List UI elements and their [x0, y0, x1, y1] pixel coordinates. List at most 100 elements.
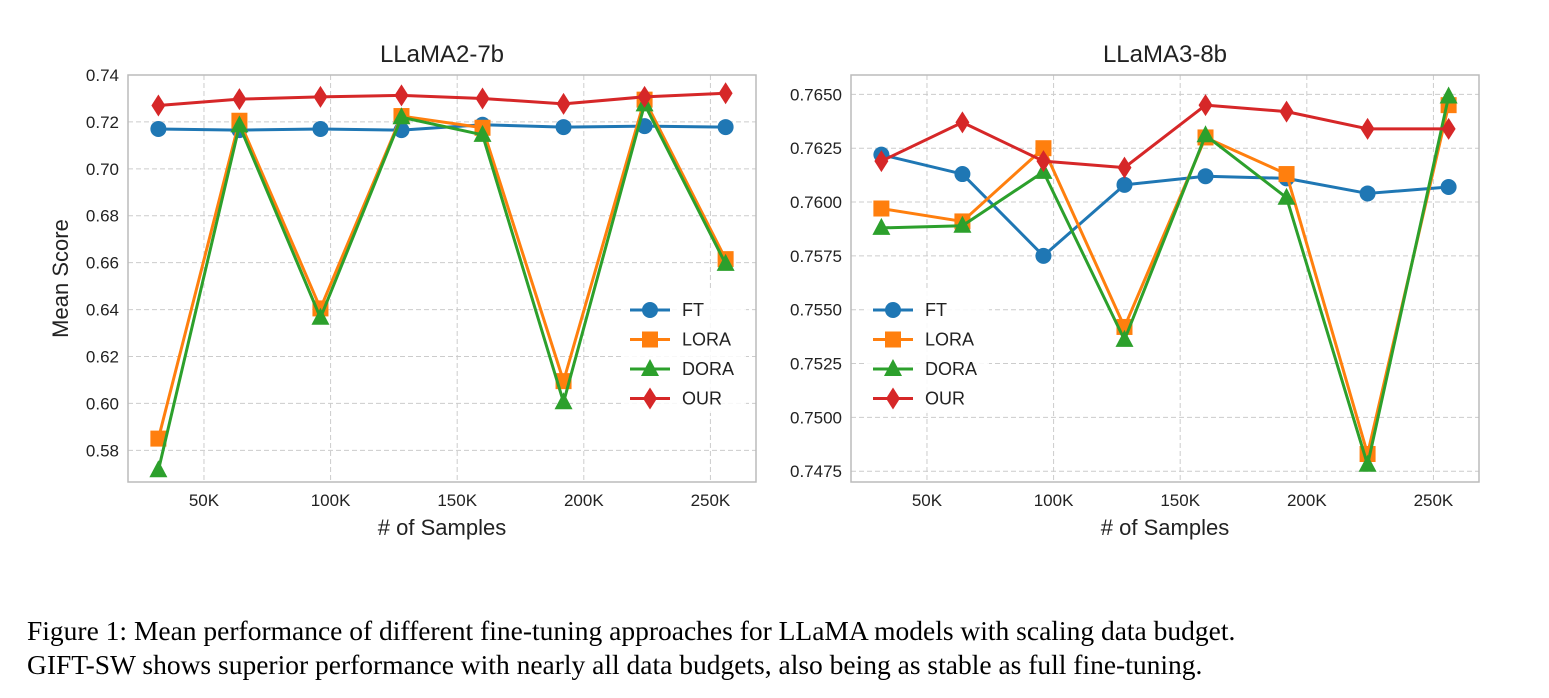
- data-point-dora: [230, 115, 249, 133]
- data-point-ft: [150, 120, 167, 137]
- y-tick-label: 0.70: [86, 160, 119, 179]
- chart-title: LLaMA2-7b: [380, 41, 504, 68]
- y-tick-label: 0.7625: [790, 139, 842, 158]
- data-point-dora: [716, 253, 735, 271]
- data-point-ft: [1035, 247, 1052, 264]
- x-axis-label: # of Samples: [1101, 515, 1229, 540]
- data-point-dora: [473, 124, 492, 142]
- legend-label: FT: [682, 300, 704, 320]
- y-tick-label: 0.72: [86, 113, 119, 132]
- data-point-our: [1279, 100, 1294, 123]
- data-point-dora: [149, 460, 168, 478]
- legend-marker: [886, 387, 900, 410]
- y-tick-label: 0.66: [86, 254, 119, 273]
- data-point-our: [1360, 117, 1375, 140]
- x-axis-label: # of Samples: [378, 515, 506, 540]
- data-point-our: [556, 92, 571, 115]
- y-tick-label: 0.74: [86, 66, 119, 85]
- legend-label: DORA: [682, 359, 734, 379]
- y-tick-label: 0.7525: [790, 355, 842, 374]
- legend-marker: [642, 302, 658, 318]
- y-axis-label: Mean Score: [48, 219, 73, 338]
- data-point-ft: [1197, 168, 1214, 185]
- series-line-our: [880, 103, 1449, 170]
- y-tick-label: 0.7550: [790, 301, 842, 320]
- data-point-our: [1117, 156, 1132, 179]
- x-tick-label: 200K: [564, 491, 604, 510]
- data-point-ft: [717, 119, 734, 136]
- chart-1: 50K 100K 150K 200K 250K 0.58 0.60 0.62 0.64 0.66 0…: [48, 41, 757, 540]
- x-tick-label: 100K: [1034, 491, 1074, 510]
- data-point-dora: [953, 215, 972, 233]
- data-point-dora: [311, 307, 330, 325]
- data-point-our: [874, 150, 889, 173]
- x-tick-label: 100K: [311, 491, 351, 510]
- x-tick-label: 50K: [912, 491, 943, 510]
- data-point-lora: [1278, 166, 1295, 183]
- series-line-lora: [156, 98, 727, 439]
- legend-marker: [643, 387, 657, 410]
- legend-marker: [641, 359, 659, 376]
- data-point-our: [955, 111, 970, 134]
- legend-label: LORA: [682, 330, 731, 350]
- legend: FT LORA DORA OUR: [622, 291, 746, 413]
- x-tick-label: 250K: [691, 491, 731, 510]
- y-tick-label: 0.64: [86, 301, 119, 320]
- y-tick-label: 0.58: [86, 441, 119, 460]
- y-tick-label: 0.7500: [790, 408, 842, 427]
- data-point-dora: [1358, 454, 1377, 472]
- x-tick-label: 150K: [437, 491, 477, 510]
- data-point-our: [637, 85, 652, 108]
- data-point-dora: [1439, 86, 1458, 104]
- chart-2: 50K 100K 150K 200K 250K 0.7475 0.7500 0.7525 0.7…: [790, 41, 1480, 540]
- data-point-our: [394, 84, 409, 107]
- data-point-dora: [554, 392, 573, 410]
- data-point-dora: [872, 217, 891, 235]
- data-point-our: [1441, 117, 1456, 140]
- series-line-our: [158, 91, 726, 107]
- legend-label: OUR: [925, 389, 965, 409]
- plot-frame: [850, 74, 1480, 483]
- data-point-our: [1198, 94, 1213, 117]
- data-point-lora: [1035, 140, 1052, 157]
- figure-charts: 50K 100K 150K 200K 250K 0.58 0.60 0.62 0.64 0.66 0…: [48, 41, 1480, 540]
- data-point-ft: [1116, 176, 1133, 193]
- plot-frame: [127, 74, 757, 483]
- y-tick-label: 0.60: [86, 394, 119, 413]
- data-point-ft: [1440, 178, 1457, 195]
- legend-label: LORA: [925, 330, 974, 350]
- y-tick-label: 0.7650: [790, 85, 842, 104]
- y-tick-label: 0.62: [86, 347, 119, 366]
- data-point-our: [151, 94, 166, 117]
- legend-marker: [642, 331, 658, 348]
- legend-label: OUR: [682, 389, 722, 409]
- legend-marker: [885, 302, 901, 318]
- x-tick-label: 150K: [1160, 491, 1200, 510]
- series-line-dora: [156, 102, 727, 471]
- data-point-ft: [1359, 185, 1376, 202]
- legend-label: FT: [925, 300, 947, 320]
- caption-line-2: GIFT-SW shows superior performance with …: [27, 649, 1203, 680]
- data-point-lora: [150, 430, 167, 447]
- data-point-our: [232, 88, 247, 111]
- legend-marker: [885, 331, 901, 348]
- y-tick-label: 0.7575: [790, 247, 842, 266]
- data-point-dora: [1196, 125, 1215, 143]
- data-point-dora: [392, 107, 411, 125]
- data-point-ft: [555, 119, 572, 136]
- y-tick-label: 0.7475: [790, 462, 842, 481]
- series-line-lora: [881, 104, 1451, 456]
- data-point-dora: [1277, 187, 1296, 205]
- x-tick-label: 250K: [1414, 491, 1454, 510]
- data-point-ft: [954, 166, 971, 183]
- caption-line-1: Figure 1: Mean performance of different …: [27, 615, 1236, 646]
- x-tick-label: 50K: [189, 491, 220, 510]
- legend-marker: [884, 359, 902, 376]
- x-tick-label: 200K: [1287, 491, 1327, 510]
- data-point-our: [475, 87, 490, 110]
- data-point-our: [1036, 150, 1051, 173]
- legend: FT LORA DORA OUR: [865, 291, 989, 413]
- data-point-lora: [873, 200, 890, 217]
- figure-caption: Figure 1: Mean performance of different …: [27, 614, 1527, 682]
- data-point-dora: [1115, 329, 1134, 347]
